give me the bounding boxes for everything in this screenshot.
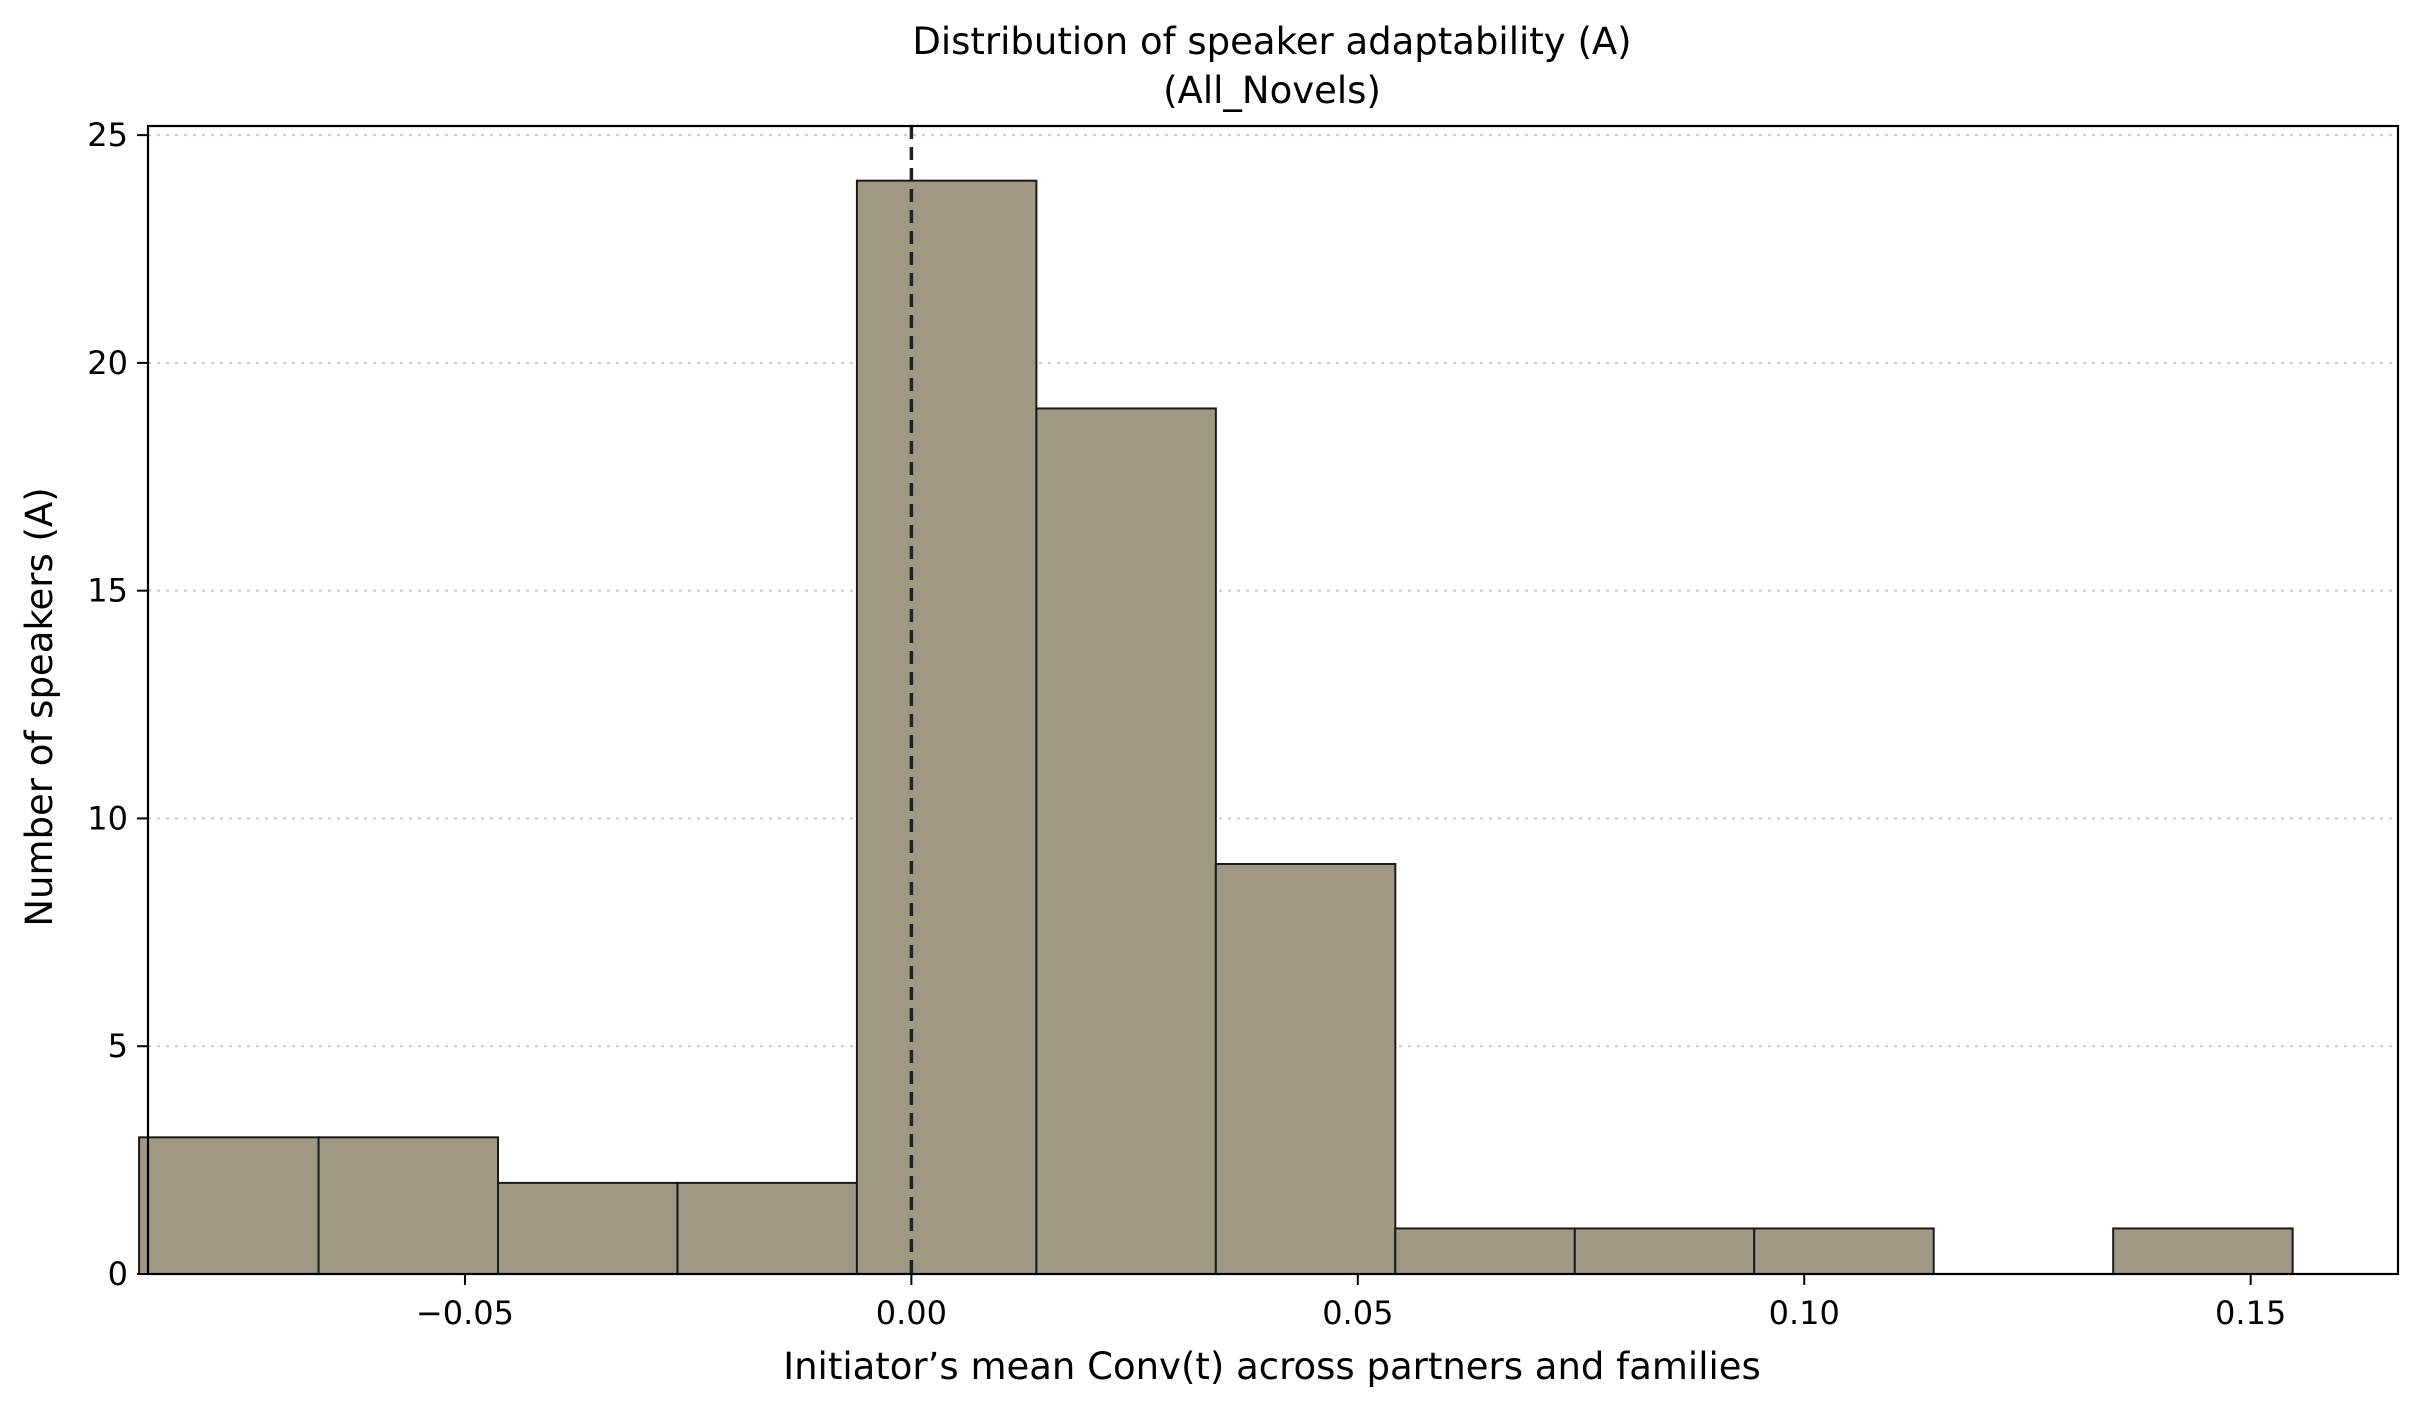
x-tick-label-3: 0.10 — [1769, 1294, 1840, 1332]
y-tick-label-3: 15 — [87, 572, 128, 610]
histogram-bar-1 — [317, 1136, 499, 1276]
plot-area-frame — [146, 124, 2400, 1276]
chart-title: Distribution of speaker adaptability (A) — [912, 20, 1631, 63]
histogram-bar-7 — [1394, 1227, 1576, 1276]
x-axis-ticks: −0.05 0.00 0.05 0.10 0.15 — [416, 1274, 2286, 1332]
y-tick-label-1: 5 — [108, 1027, 128, 1065]
histogram-bar-4 — [855, 179, 1038, 1276]
y-tick-label-0: 0 — [108, 1255, 128, 1293]
x-tick-label-4: 0.15 — [2215, 1294, 2286, 1332]
chart-subtitle: (All_Novels) — [1163, 69, 1381, 112]
histogram-bar-11 — [2112, 1227, 2294, 1276]
x-tick-label-1: 0.00 — [876, 1294, 947, 1332]
y-axis-ticks: 0 5 10 15 20 25 — [87, 116, 148, 1293]
histogram-bars — [138, 179, 2294, 1276]
y-tick-label-5: 25 — [87, 116, 128, 154]
y-axis-label: Number of speakers (A) — [18, 487, 61, 926]
y-tick-label-4: 20 — [87, 344, 128, 382]
y-tick-label-2: 10 — [87, 799, 128, 837]
histogram-bar-8 — [1573, 1227, 1756, 1276]
histogram-bar-3 — [676, 1181, 858, 1276]
histogram-bar-2 — [497, 1181, 679, 1276]
x-tick-label-2: 0.05 — [1322, 1294, 1393, 1332]
x-axis-label: Initiator’s mean Conv(t) across partners… — [783, 1345, 1761, 1388]
x-tick-label-0: −0.05 — [416, 1294, 514, 1332]
histogram-bar-6 — [1214, 863, 1397, 1275]
histogram-bar-5 — [1035, 407, 1217, 1275]
histogram-bar-0 — [138, 1136, 320, 1276]
histogram-bar-9 — [1753, 1227, 1935, 1276]
